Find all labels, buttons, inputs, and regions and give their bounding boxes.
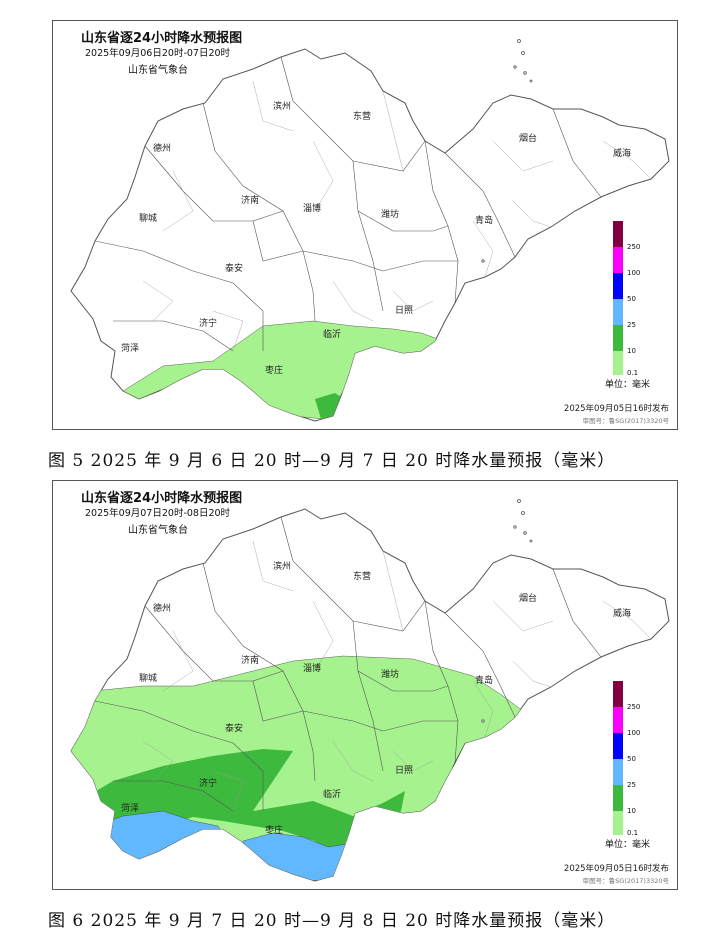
legend-swatch — [613, 247, 623, 273]
city-label: 威海 — [613, 609, 632, 619]
legend-level-label: 0.1 — [627, 369, 639, 377]
figure-caption: 图 5 2025 年 9 月 6 日 20 时—9 月 7 日 20 时降水量预… — [48, 451, 616, 471]
legend-swatch — [613, 681, 623, 707]
city-label: 临沂 — [323, 330, 342, 340]
legend-level-label: 50 — [627, 755, 636, 763]
city-label: 滨州 — [273, 102, 292, 112]
legend-swatch — [613, 325, 623, 351]
issue-time: 2025年09月05日16时发布 — [563, 864, 669, 874]
city-label: 济南 — [241, 656, 260, 666]
map-canvas-1 — [70, 39, 670, 422]
map-canvas-2 — [70, 499, 670, 882]
city-label: 滨州 — [273, 562, 292, 572]
legend-level-label: 250 — [627, 243, 641, 251]
map-title: 山东省逐24小时降水预报图 — [81, 491, 243, 506]
legend-level-label: 10 — [627, 347, 636, 355]
precipitation-legend: 250 100 50 25 10 0.1 单位：毫米 — [605, 681, 677, 861]
city-label: 青岛 — [475, 216, 494, 226]
legend-level-label: 100 — [627, 269, 641, 277]
legend-swatch — [613, 351, 623, 375]
figure-caption: 图 6 2025 年 9 月 7 日 20 时—9 月 8 日 20 时降水量预… — [48, 911, 616, 931]
map-title: 山东省逐24小时降水预报图 — [81, 31, 243, 46]
city-label: 潍坊 — [381, 210, 400, 220]
city-label: 青岛 — [475, 676, 494, 686]
city-label: 菏泽 — [121, 344, 140, 354]
legend-level-label: 0.1 — [627, 829, 639, 837]
city-label: 淄博 — [303, 664, 322, 674]
city-label: 菏泽 — [121, 804, 140, 814]
legend-level-label: 10 — [627, 807, 636, 815]
precipitation-legend: 250 100 50 25 10 0.1 单位：毫米 — [605, 221, 677, 401]
map-date-range: 2025年09月06日20时-07日20时 — [85, 48, 231, 59]
legend-swatch — [613, 733, 623, 759]
legend-unit: 单位：毫米 — [605, 380, 651, 390]
city-label: 德州 — [153, 144, 172, 154]
map-review-number: 审图号：鲁SG(2017)3320号 — [582, 877, 669, 885]
legend-swatch — [613, 785, 623, 811]
city-label: 临沂 — [323, 790, 342, 800]
map-date-range: 2025年09月07日20时-08日20时 — [85, 508, 231, 519]
city-label: 聊城 — [139, 214, 158, 224]
city-label: 烟台 — [519, 594, 538, 604]
legend-level-label: 25 — [627, 321, 636, 329]
legend-swatch — [613, 759, 623, 785]
city-label: 济南 — [241, 196, 260, 206]
city-label: 济宁 — [199, 779, 218, 789]
city-label: 烟台 — [519, 134, 538, 144]
city-label: 聊城 — [139, 674, 158, 684]
legend-level-label: 100 — [627, 729, 641, 737]
forecast-map-panel-1: 山东省逐24小时降水预报图 2025年09月06日20时-07日20时 山东省气… — [52, 20, 678, 430]
map-agency: 山东省气象台 — [128, 525, 188, 536]
city-label: 济宁 — [199, 319, 218, 329]
issue-time: 2025年09月05日16时发布 — [563, 404, 669, 414]
city-label: 潍坊 — [381, 670, 400, 680]
city-label: 日照 — [395, 766, 414, 776]
city-label: 泰安 — [225, 724, 244, 734]
city-label: 日照 — [395, 306, 414, 316]
legend-unit: 单位：毫米 — [605, 840, 651, 850]
city-label: 东营 — [353, 572, 372, 582]
legend-level-label: 50 — [627, 295, 636, 303]
rain-area-10-25 — [71, 749, 405, 859]
legend-swatch — [613, 811, 623, 835]
city-label: 泰安 — [225, 264, 244, 274]
map-agency: 山东省气象台 — [128, 65, 188, 76]
map-review-number: 审图号：鲁SG(2017)3320号 — [582, 417, 669, 425]
city-label: 淄博 — [303, 204, 322, 214]
legend-swatch — [613, 299, 623, 325]
city-label: 东营 — [353, 112, 372, 122]
city-label: 威海 — [613, 149, 632, 159]
forecast-map-panel-2: 山东省逐24小时降水预报图 2025年09月07日20时-08日20时 山东省气… — [52, 480, 678, 890]
legend-swatch — [613, 273, 623, 299]
legend-level-label: 250 — [627, 703, 641, 711]
city-label: 枣庄 — [265, 826, 284, 836]
legend-swatch — [613, 707, 623, 733]
city-label: 枣庄 — [265, 366, 284, 376]
legend-swatch — [613, 221, 623, 247]
legend-level-label: 25 — [627, 781, 636, 789]
city-label: 德州 — [153, 604, 172, 614]
